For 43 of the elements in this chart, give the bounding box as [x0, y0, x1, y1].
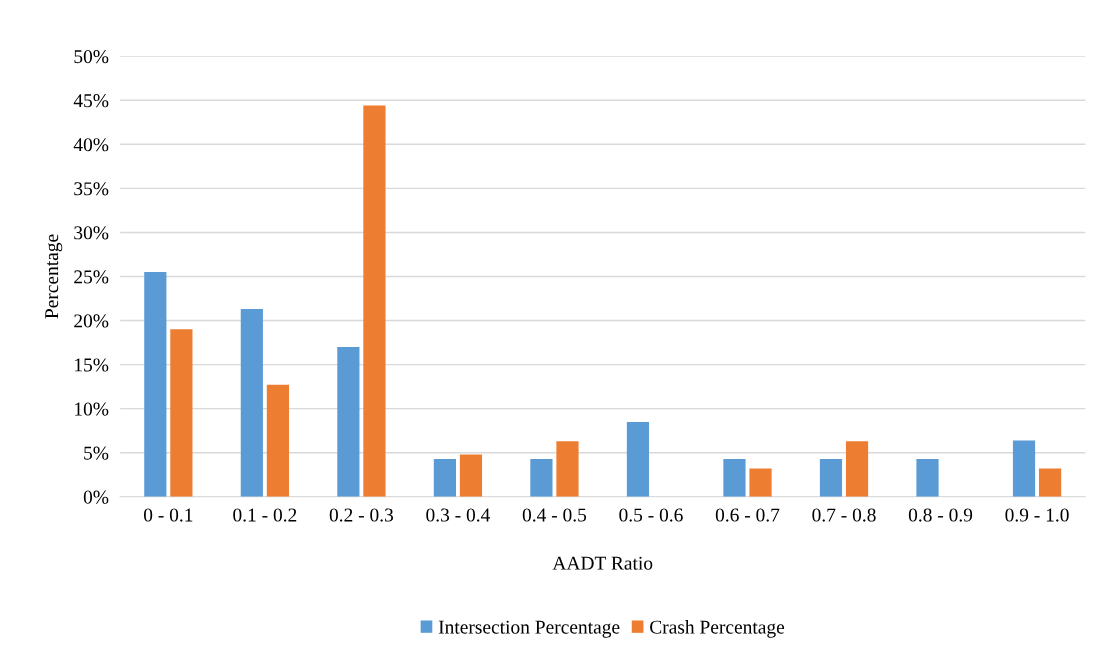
legend-label: Intersection Percentage	[438, 620, 620, 638]
bar	[530, 458, 553, 497]
y-tick-label: 15%	[75, 358, 109, 372]
bar	[845, 441, 869, 497]
bar	[556, 441, 579, 497]
bar	[723, 458, 746, 497]
bar	[240, 309, 263, 497]
y-tick-label: 35%	[74, 182, 109, 196]
x-tick-label: 0.8 - 0.9	[908, 508, 973, 522]
bar	[1012, 440, 1036, 497]
bar	[363, 105, 386, 497]
bar	[459, 454, 483, 497]
x-tick-label: 0.6 - 0.7	[715, 508, 780, 522]
x-tick-label: 0.9 - 1.0	[1005, 508, 1069, 522]
x-tick-label: 0 - 0.1	[143, 508, 193, 522]
x-tick-label: 0.7 - 0.8	[812, 508, 876, 522]
bar	[626, 421, 650, 497]
bar	[170, 329, 193, 497]
y-axis-title: Percentage	[45, 234, 63, 319]
y-tick-label: 50%	[74, 50, 109, 64]
x-tick-label: 0.4 - 0.5	[522, 508, 587, 522]
x-tick-label: 0.2 - 0.3	[329, 508, 394, 522]
x-tick-label: 0.5 - 0.6	[619, 508, 683, 522]
bar	[433, 458, 456, 497]
bar	[144, 272, 167, 497]
bar	[337, 346, 360, 497]
bar	[266, 384, 290, 497]
y-tick-label: 30%	[74, 226, 109, 240]
bar	[749, 468, 772, 497]
x-tick-label: 0.3 - 0.4	[426, 508, 491, 522]
y-tick-label: 45%	[73, 94, 109, 108]
bar	[916, 458, 939, 497]
y-tick-label: 40%	[73, 138, 109, 152]
y-tick-label: 5%	[84, 446, 109, 460]
y-tick-label: 20%	[74, 314, 109, 328]
bar	[1038, 468, 1062, 497]
legend-label: Crash Percentage	[650, 620, 785, 638]
x-axis-title: AADT Ratio	[552, 556, 653, 570]
y-tick-label: 0%	[83, 490, 109, 504]
bar	[819, 458, 843, 497]
y-tick-label: 25%	[74, 270, 109, 284]
y-tick-label: 10%	[75, 402, 109, 416]
x-tick-label: 0.1 - 0.2	[233, 508, 297, 522]
